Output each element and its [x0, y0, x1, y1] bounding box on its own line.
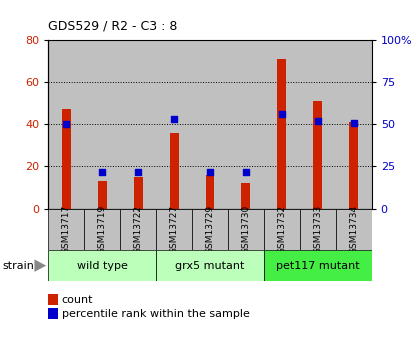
Bar: [264, 209, 300, 250]
Text: GSM13717: GSM13717: [62, 205, 71, 254]
Point: [63, 121, 70, 127]
Text: GSM13730: GSM13730: [241, 205, 250, 254]
Point: [350, 120, 357, 125]
Text: GSM13733: GSM13733: [313, 205, 322, 254]
Bar: [264, 40, 300, 209]
Text: GSM13719: GSM13719: [98, 205, 107, 254]
Bar: [134, 177, 143, 209]
Bar: [336, 40, 372, 209]
Point: [207, 169, 213, 174]
Text: GSM13722: GSM13722: [134, 205, 143, 254]
Point: [315, 118, 321, 124]
Text: GDS529 / R2 - C3 : 8: GDS529 / R2 - C3 : 8: [48, 20, 178, 33]
Bar: [98, 181, 107, 209]
Text: wild type: wild type: [77, 261, 128, 270]
Text: GSM13732: GSM13732: [277, 205, 286, 254]
Text: percentile rank within the sample: percentile rank within the sample: [62, 309, 249, 318]
Point: [135, 169, 142, 174]
Point: [99, 169, 105, 174]
Bar: [48, 250, 156, 281]
Text: grx5 mutant: grx5 mutant: [175, 261, 245, 270]
Bar: [120, 40, 156, 209]
Text: GSM13727: GSM13727: [170, 205, 178, 254]
Bar: [156, 250, 264, 281]
Bar: [48, 40, 84, 209]
Bar: [277, 59, 286, 209]
Point: [243, 169, 249, 174]
Bar: [349, 122, 358, 209]
Bar: [300, 209, 336, 250]
Bar: [264, 250, 372, 281]
Text: count: count: [62, 295, 93, 305]
Text: GSM13734: GSM13734: [349, 205, 358, 254]
Bar: [192, 209, 228, 250]
Bar: [170, 132, 178, 209]
Bar: [313, 101, 322, 209]
Bar: [84, 40, 120, 209]
Bar: [156, 40, 192, 209]
Bar: [336, 209, 372, 250]
Bar: [241, 184, 250, 209]
Bar: [120, 209, 156, 250]
Bar: [156, 209, 192, 250]
Text: pet117 mutant: pet117 mutant: [276, 261, 360, 270]
Point: [278, 111, 285, 117]
Bar: [192, 40, 228, 209]
Bar: [205, 175, 215, 209]
Bar: [62, 109, 71, 209]
Bar: [228, 209, 264, 250]
Bar: [228, 40, 264, 209]
Bar: [48, 209, 84, 250]
Bar: [84, 209, 120, 250]
Bar: [300, 40, 336, 209]
Text: strain: strain: [2, 261, 34, 270]
Point: [171, 116, 177, 122]
Text: GSM13729: GSM13729: [205, 205, 215, 254]
